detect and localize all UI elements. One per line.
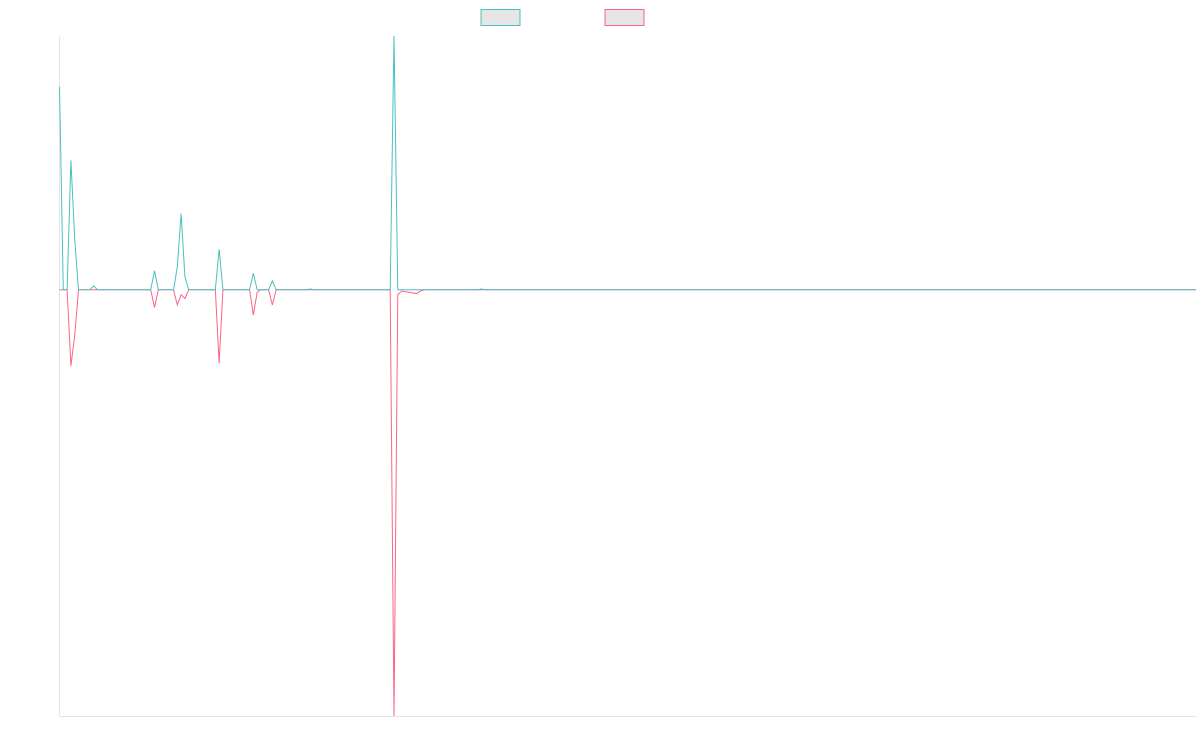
- series-layer: [59, 35, 1197, 717]
- series-1-line[interactable]: [59, 35, 1197, 291]
- series-2-line[interactable]: [59, 289, 1197, 717]
- legend-swatch-series-1[interactable]: [480, 9, 521, 26]
- legend-swatch-series-2[interactable]: [604, 9, 645, 26]
- legend: [480, 9, 645, 26]
